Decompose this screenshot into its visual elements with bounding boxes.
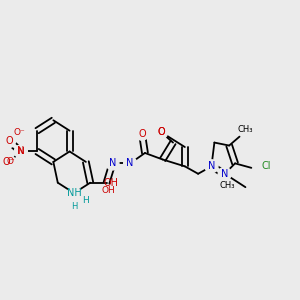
Text: O: O: [138, 129, 146, 139]
Text: H: H: [71, 202, 77, 211]
Circle shape: [106, 157, 119, 170]
Text: N: N: [221, 169, 228, 179]
Text: O: O: [6, 158, 14, 166]
Text: CH₃: CH₃: [220, 181, 236, 190]
Circle shape: [124, 157, 137, 170]
Text: N: N: [208, 161, 215, 171]
Text: O: O: [158, 127, 165, 137]
Text: N: N: [127, 158, 134, 168]
Circle shape: [2, 155, 16, 168]
Circle shape: [156, 127, 166, 137]
Text: O⁻: O⁻: [3, 157, 15, 167]
Text: CH₃: CH₃: [238, 125, 253, 134]
Circle shape: [218, 167, 231, 180]
Circle shape: [14, 145, 27, 158]
Circle shape: [68, 187, 80, 200]
Text: OH: OH: [103, 178, 118, 188]
Circle shape: [2, 134, 16, 148]
Text: N: N: [17, 147, 24, 156]
Circle shape: [205, 160, 218, 173]
Text: H: H: [82, 196, 89, 205]
Text: OH: OH: [101, 186, 115, 195]
Text: O⁻: O⁻: [13, 128, 25, 137]
Circle shape: [136, 127, 148, 140]
Text: NH: NH: [67, 188, 81, 198]
Circle shape: [155, 126, 168, 139]
Text: O: O: [158, 127, 165, 137]
Text: O: O: [5, 136, 13, 146]
Text: Cl: Cl: [262, 161, 271, 171]
Text: N: N: [109, 158, 116, 168]
Text: N: N: [17, 146, 25, 157]
